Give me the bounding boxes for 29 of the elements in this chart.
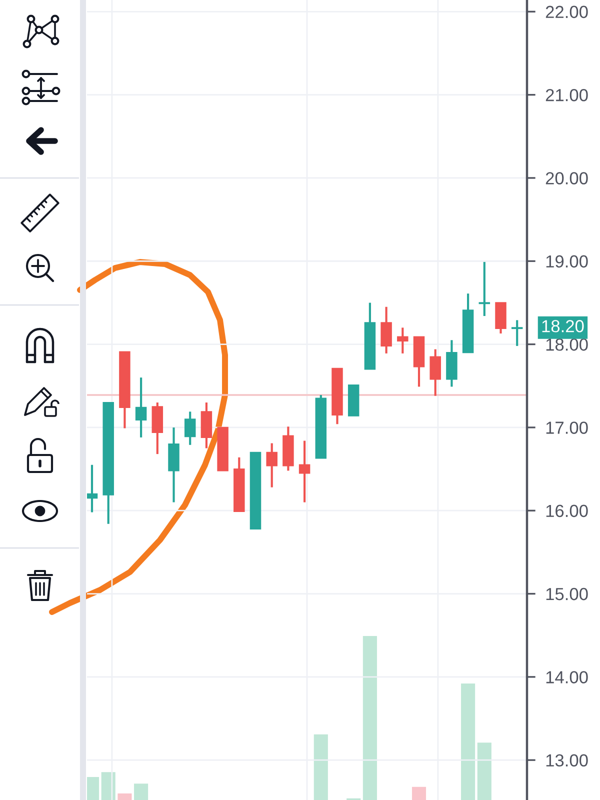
candlestick <box>266 442 278 488</box>
candlestick <box>298 440 310 504</box>
candlestick <box>511 319 523 347</box>
y-tick-label: 14.00 <box>546 671 588 684</box>
y-tick-label: 21.00 <box>546 88 588 102</box>
bar <box>362 636 377 800</box>
bar <box>118 793 132 800</box>
y-tick-label: 19.00 <box>546 255 588 268</box>
y-tick-label: 18.00 <box>546 338 588 351</box>
candlestick <box>87 464 98 514</box>
y-tick-label: 22.00 <box>546 6 588 18</box>
bar <box>412 786 426 800</box>
y-tick-label: 15.00 <box>546 588 588 600</box>
candlestick <box>397 326 408 354</box>
candlestick <box>430 348 441 397</box>
bar <box>134 784 148 800</box>
bar <box>461 684 476 800</box>
candlestick <box>135 376 147 438</box>
y-tick-label: 16.00 <box>546 504 588 518</box>
candlestick <box>380 306 392 354</box>
bar <box>314 734 328 800</box>
y-tick-label: 13.00 <box>546 754 588 767</box>
bar <box>477 742 492 800</box>
y-tick-label: 17.00 <box>546 422 588 434</box>
candlestick <box>478 260 490 318</box>
candlestick <box>184 410 196 446</box>
text: 18.20 <box>542 320 584 332</box>
y-tick-label: 20.00 <box>546 172 588 184</box>
bar <box>101 772 116 800</box>
